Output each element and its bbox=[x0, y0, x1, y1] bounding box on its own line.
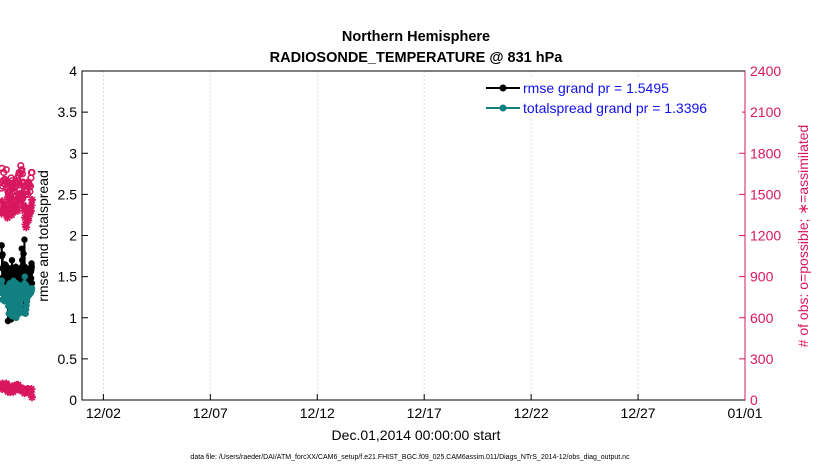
legend-rmse-label: rmse grand pr = 1.5495 bbox=[523, 80, 669, 96]
x-tick-label: 12/07 bbox=[193, 405, 228, 421]
y-tick-label-left: 2.5 bbox=[58, 186, 78, 202]
assimilated-obs-point-stroke bbox=[0, 197, 6, 205]
assimilated-obs-point-stroke bbox=[22, 223, 30, 231]
data-marks bbox=[0, 161, 36, 402]
y-tick-label-right: 1500 bbox=[750, 186, 781, 202]
assimilated-obs-point-stroke bbox=[14, 207, 22, 215]
assimilated-obs-point-stroke bbox=[28, 201, 35, 209]
possible-obs-point bbox=[18, 166, 26, 174]
y-tick-label-right: 1200 bbox=[750, 228, 781, 244]
spread-point bbox=[17, 302, 25, 309]
rmse-point bbox=[8, 256, 16, 264]
assimilated-obs-point-stroke bbox=[28, 385, 35, 393]
rmse-point bbox=[0, 251, 6, 258]
y-tick-label-right: 900 bbox=[750, 269, 774, 285]
y-tick-label-left: 3 bbox=[69, 145, 77, 161]
grid-lines bbox=[102, 71, 639, 400]
x-tick-label: 12/27 bbox=[621, 405, 656, 421]
x-tick-label: 12/17 bbox=[407, 405, 442, 421]
possible-obs-point bbox=[18, 170, 26, 178]
rmse-point bbox=[18, 245, 25, 252]
assimilated-obs-point-stroke bbox=[19, 193, 27, 201]
y-tick-label-left: 1 bbox=[69, 310, 77, 326]
y-tick-label-left: 0 bbox=[69, 392, 77, 408]
spread-point bbox=[5, 303, 12, 310]
assimilated-obs-point bbox=[27, 385, 36, 394]
y-tick-label-right: 2100 bbox=[750, 104, 781, 120]
rmse-point bbox=[27, 275, 35, 282]
assimilated-obs-point-stroke bbox=[27, 207, 35, 215]
rmse-point bbox=[20, 250, 27, 257]
y-tick-label-right: 300 bbox=[750, 351, 774, 367]
legend: rmse grand pr = 1.5495 totalspread grand… bbox=[482, 77, 742, 117]
chart-subtitle: RADIOSONDE_TEMPERATURE @ 831 hPa bbox=[270, 50, 564, 66]
y-tick-label-left: 0.5 bbox=[58, 351, 78, 367]
x-tick-label: 01/01 bbox=[727, 405, 762, 421]
possible-obs-point bbox=[28, 168, 36, 177]
assimilated-obs-point-stroke bbox=[28, 196, 36, 204]
axis-ticks: 12/02 12/07 12/12 12/17 12/22 12/27 01/0100.51… bbox=[58, 63, 782, 421]
footnote: data file: /Users/raeder/DAI/ATM_forcXX/… bbox=[190, 454, 630, 461]
rmse-point bbox=[28, 263, 35, 270]
y-tick-label-right: 0 bbox=[750, 392, 758, 408]
y-tick-label-left: 3.5 bbox=[58, 104, 78, 120]
y-tick-label-left: 2 bbox=[69, 228, 77, 244]
x-tick-label: 12/12 bbox=[300, 405, 335, 421]
possible-obs-point bbox=[26, 182, 34, 190]
plot-area bbox=[82, 71, 745, 400]
possible-obs-point bbox=[2, 166, 10, 174]
assimilated-obs-point-stroke bbox=[8, 196, 16, 204]
y-tick-label-right: 2400 bbox=[750, 63, 781, 79]
spread-point bbox=[0, 277, 6, 284]
assimilated-obs-point-stroke bbox=[21, 207, 28, 215]
y-axis-label-left: rmse and totalspread bbox=[35, 170, 51, 302]
rmse-point bbox=[19, 256, 26, 264]
assimilated-obs-point bbox=[18, 193, 27, 202]
y-tick-label-right: 1800 bbox=[750, 145, 781, 161]
assimilated-obs-point bbox=[28, 393, 36, 402]
y-axis-label-right: # of obs: o=possible; ∗=assimilated bbox=[795, 125, 811, 348]
possible-obs-point bbox=[0, 164, 6, 172]
spread-point bbox=[28, 284, 36, 292]
chart-title: Northern Hemisphere bbox=[342, 29, 490, 45]
x-axis-label: Dec.01,2014 00:00:00 start bbox=[332, 427, 501, 443]
assimilated-obs-point-stroke bbox=[28, 393, 36, 401]
legend-spread-marker bbox=[499, 104, 507, 112]
x-tick-label: 12/22 bbox=[514, 405, 549, 421]
spread-point bbox=[4, 294, 12, 302]
y-tick-label-left: 1.5 bbox=[58, 269, 78, 285]
legend-spread-label: totalspread grand pr = 1.3396 bbox=[523, 100, 707, 116]
rmse-point bbox=[0, 242, 5, 249]
rmse-point bbox=[28, 280, 36, 287]
assimilated-obs-point bbox=[13, 206, 22, 215]
y-tick-label-right: 600 bbox=[750, 310, 774, 326]
legend-box bbox=[482, 77, 742, 117]
rmse-point bbox=[21, 236, 28, 243]
y-tick-label-left: 4 bbox=[69, 63, 77, 79]
assimilated-obs-point bbox=[28, 195, 36, 204]
rmse-point bbox=[4, 275, 12, 282]
legend-rmse-marker bbox=[499, 84, 507, 92]
spread-point bbox=[21, 273, 28, 280]
x-tick-label: 12/02 bbox=[86, 405, 121, 421]
